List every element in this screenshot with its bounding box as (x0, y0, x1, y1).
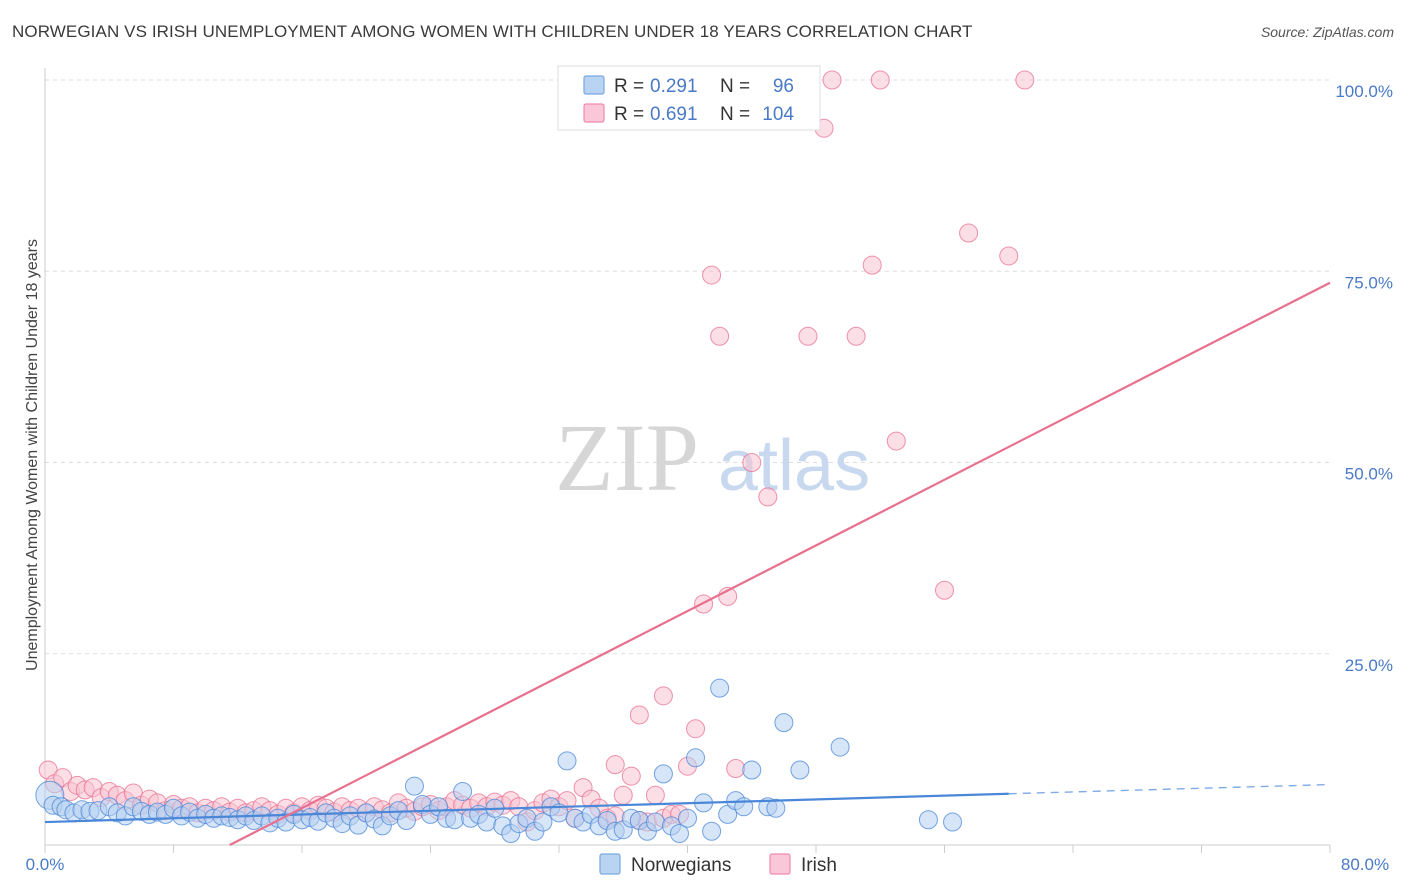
point-irish (846, 326, 866, 346)
point-norwegians (790, 760, 810, 780)
point-irish (758, 487, 778, 507)
point-norwegians (645, 812, 665, 832)
point-irish (1015, 70, 1035, 90)
point-irish (702, 265, 722, 285)
stats-legend-row-irish: R = 0.691 N = 104 (583, 103, 794, 125)
y-tick-label: 75.0% (1345, 273, 1393, 292)
point-irish (686, 719, 706, 739)
legend-n-value: 104 (762, 104, 794, 125)
x-tick-label: 80.0% (1341, 855, 1389, 874)
point-irish (742, 453, 762, 472)
legend-r-label: R = (614, 76, 644, 97)
trend-lines (44, 281, 1331, 846)
point-irish (822, 70, 842, 90)
watermark-atlas: atlas (718, 426, 870, 506)
point-norwegians (678, 808, 697, 828)
point-irish (710, 326, 730, 346)
point-irish (605, 755, 625, 775)
point-norwegians (396, 811, 416, 831)
point-norwegians (766, 798, 786, 818)
point-irish (886, 431, 906, 451)
point-norwegians (774, 713, 794, 733)
legend-r-value: 0.691 (650, 104, 698, 125)
legend-swatch-irish (769, 853, 791, 875)
point-norwegians (404, 776, 424, 796)
point-norwegians (653, 764, 673, 784)
point-norwegians (943, 812, 963, 832)
legend-n-value: 96 (773, 76, 794, 97)
watermark: ZIP atlas (555, 404, 870, 511)
legend-label-norwegians: Norwegians (631, 855, 731, 876)
point-irish (653, 686, 673, 706)
point-irish (862, 255, 882, 275)
stats-legend: R = 0.291 N = 96 R = 0.691 N = 104 (557, 65, 821, 131)
point-norwegians (686, 748, 706, 768)
source-label: Source: ZipAtlas.com (1260, 24, 1394, 40)
point-irish (613, 785, 633, 805)
point-irish (726, 759, 746, 778)
x-tick-label: 0.0% (26, 855, 65, 874)
point-norwegians (918, 810, 938, 830)
legend-swatch-norwegians (583, 75, 605, 95)
legend-swatch-norwegians (599, 853, 621, 875)
legend-swatch-irish (583, 103, 605, 123)
point-irish (621, 766, 641, 786)
y-tick-label: 25.0% (1345, 656, 1393, 675)
point-irish (645, 785, 665, 805)
point-irish (999, 246, 1019, 266)
stats-legend-row-norwegians: R = 0.291 N = 96 (583, 75, 794, 97)
point-irish (629, 705, 649, 725)
legend-label-irish: Irish (801, 855, 837, 876)
point-irish (959, 223, 979, 243)
point-norwegians (702, 821, 722, 841)
trend-line-irish (229, 281, 1331, 846)
series-legend: Norwegians Irish (599, 853, 837, 876)
tick-labels: 25.0% 50.0% 75.0% 100.0% 0.0% 80.0% (26, 82, 1393, 874)
legend-n-label: N = (720, 76, 750, 97)
y-tick-label: 100.0% (1335, 82, 1393, 101)
y-tick-label: 50.0% (1345, 465, 1393, 484)
gridlines (45, 79, 1330, 655)
point-norwegians (669, 824, 689, 844)
legend-r-label: R = (614, 104, 644, 125)
watermark-zip: ZIP (555, 404, 699, 511)
point-norwegians (533, 812, 553, 832)
point-irish (870, 70, 890, 90)
point-norwegians (710, 678, 730, 698)
series-irish-points (38, 70, 1035, 832)
point-norwegians (445, 810, 465, 830)
point-norwegians (830, 737, 850, 757)
axes (44, 68, 1331, 853)
point-norwegians (742, 760, 762, 780)
point-norwegians (453, 781, 473, 801)
point-norwegians (557, 751, 577, 771)
y-axis-label: Unemployment Among Women with Children U… (24, 239, 41, 671)
legend-r-value: 0.291 (650, 76, 698, 97)
trend-line-norwegians (44, 792, 1009, 824)
series-norwegians-points (35, 678, 963, 844)
point-irish (935, 580, 954, 600)
point-irish (798, 326, 818, 346)
chart-title: NORWEGIAN VS IRISH UNEMPLOYMENT AMONG WO… (12, 22, 973, 41)
legend-n-label: N = (720, 104, 750, 125)
trend-extension-norwegians (1008, 783, 1331, 795)
